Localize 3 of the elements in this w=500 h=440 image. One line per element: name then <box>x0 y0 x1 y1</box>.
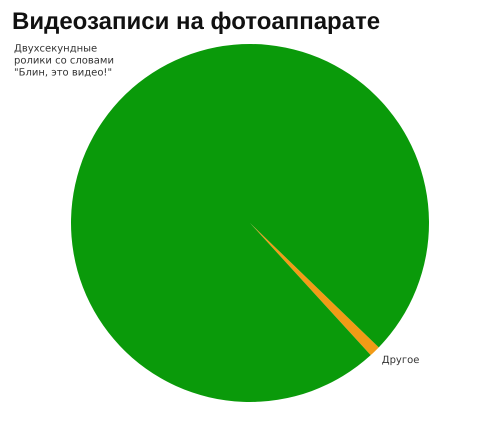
slice-label: Двухсекундные ролики со словами "Блин, это видео!" <box>14 44 114 79</box>
chart-title: Видеозаписи на фотоаппарате <box>12 8 382 36</box>
slice-label: Другое <box>382 355 420 366</box>
